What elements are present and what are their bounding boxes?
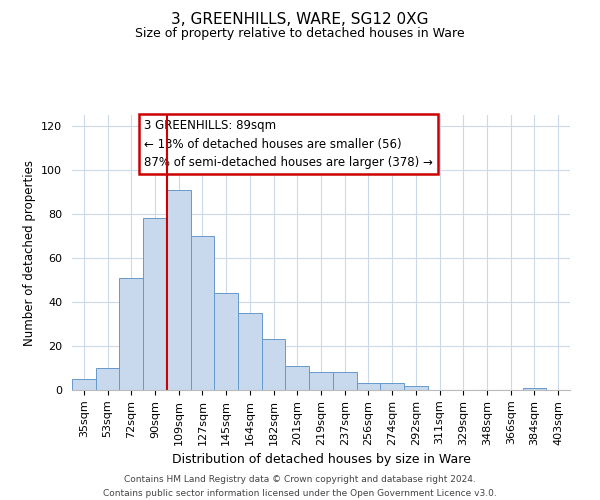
Bar — [286, 366, 309, 390]
Bar — [309, 372, 333, 390]
Bar — [167, 190, 191, 390]
Y-axis label: Number of detached properties: Number of detached properties — [23, 160, 35, 346]
Bar — [262, 340, 286, 390]
Bar — [380, 384, 404, 390]
Text: 3, GREENHILLS, WARE, SG12 0XG: 3, GREENHILLS, WARE, SG12 0XG — [171, 12, 429, 28]
Bar — [404, 386, 428, 390]
Bar — [119, 278, 143, 390]
Bar — [333, 372, 356, 390]
Bar — [191, 236, 214, 390]
Text: Contains HM Land Registry data © Crown copyright and database right 2024.
Contai: Contains HM Land Registry data © Crown c… — [103, 476, 497, 498]
Bar — [72, 379, 96, 390]
Bar — [523, 388, 546, 390]
Bar — [96, 368, 119, 390]
Text: Size of property relative to detached houses in Ware: Size of property relative to detached ho… — [135, 28, 465, 40]
Bar — [214, 293, 238, 390]
Text: 3 GREENHILLS: 89sqm
← 13% of detached houses are smaller (56)
87% of semi-detach: 3 GREENHILLS: 89sqm ← 13% of detached ho… — [144, 119, 433, 169]
Bar — [238, 313, 262, 390]
X-axis label: Distribution of detached houses by size in Ware: Distribution of detached houses by size … — [172, 453, 470, 466]
Bar — [143, 218, 167, 390]
Bar — [356, 384, 380, 390]
